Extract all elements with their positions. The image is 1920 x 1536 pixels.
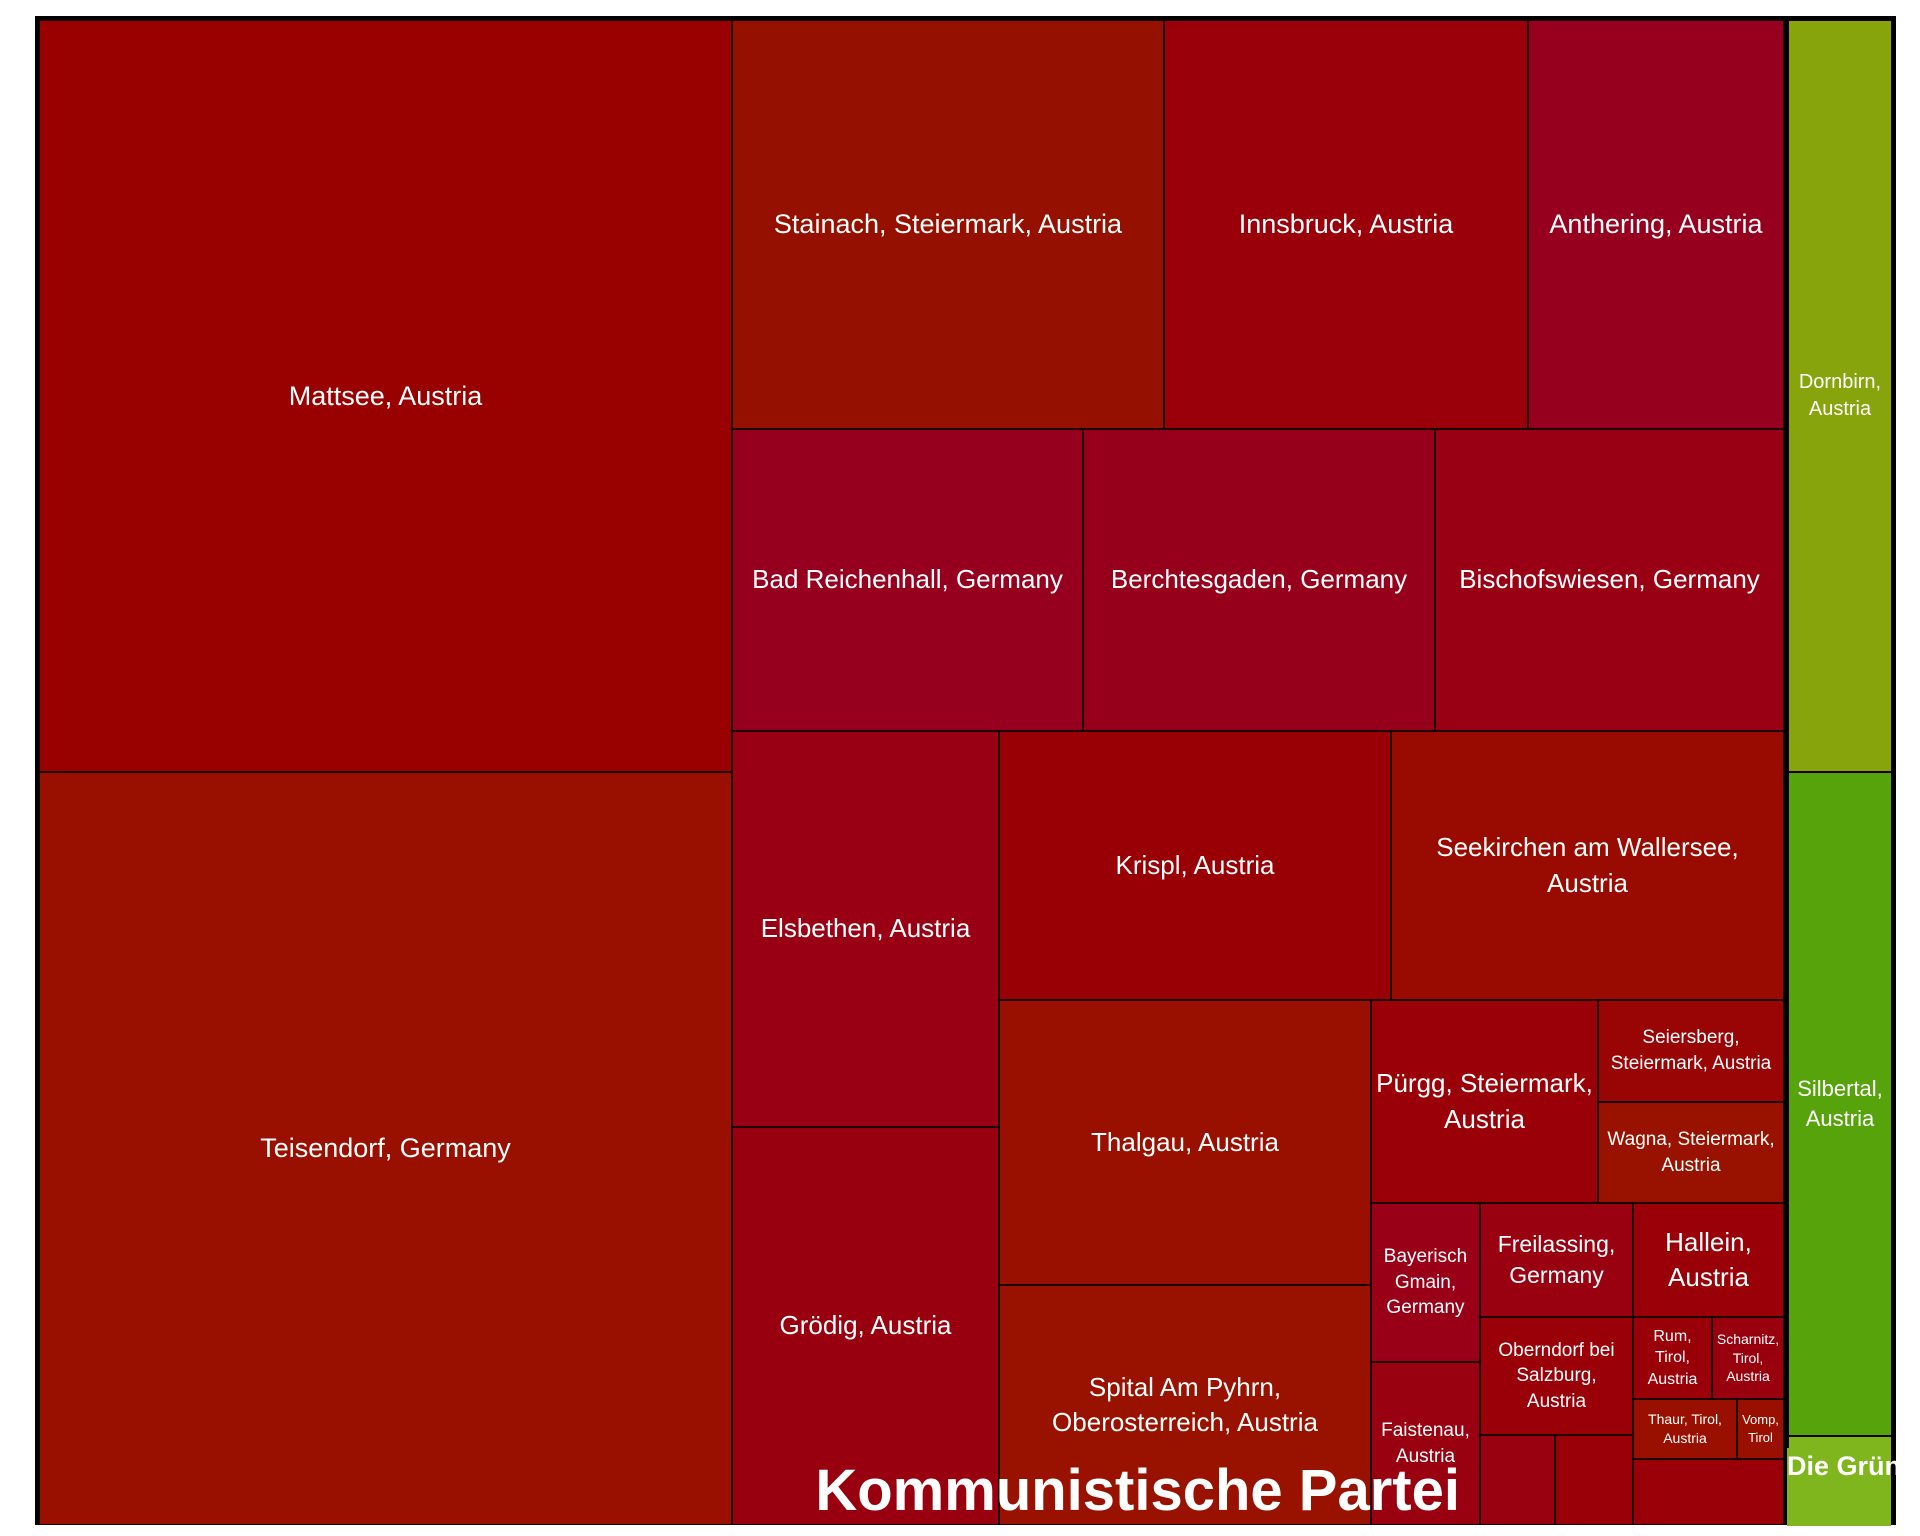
- tile-label: Grödig, Austria: [779, 1310, 952, 1341]
- tile-label: Spital Am Pyhrn, Oberosterreich, Austria: [1052, 1371, 1318, 1437]
- tile-label: Krispl, Austria: [1115, 849, 1275, 880]
- treemap-tile-kp: Berchtesgaden, Germany: [1083, 429, 1435, 731]
- tile-label: Innsbruck, Austria: [1238, 209, 1454, 240]
- tile-label: Hallein, Austria: [1665, 1226, 1752, 1292]
- treemap-tile-kp: Oberndorf bei Salzburg, Austria: [1480, 1317, 1633, 1435]
- treemap-tile-kp: Grödig, Austria: [732, 1127, 999, 1525]
- tile-label: Thalgau, Austria: [1091, 1126, 1279, 1157]
- treemap-tile-kp: Faistenau, Austria: [1371, 1362, 1480, 1525]
- treemap-tile-kp: Wagna, Steiermark, Austria: [1598, 1102, 1784, 1203]
- treemap-tile-kp: Spital Am Pyhrn, Oberosterreich, Austria: [999, 1285, 1371, 1525]
- treemap-tile-kp: Stainach, Steiermark, Austria: [732, 20, 1164, 429]
- treemap-tile-kp: Thaur, Tirol, Austria: [1633, 1399, 1737, 1459]
- tile-label: Freilassing, Germany: [1497, 1230, 1616, 1288]
- tile-label: Stainach, Steiermark, Austria: [773, 209, 1123, 240]
- tile-label: Mattsee, Austria: [288, 380, 483, 411]
- treemap-frame: Mattsee, Austria Teisendorf, Germany Stain…: [35, 16, 1896, 1525]
- tile-label: Bischofswiesen, Germany: [1459, 564, 1760, 595]
- tile-label: Seekirchen am Wallersee, Austria: [1436, 832, 1739, 898]
- treemap-tile-kp: Bischofswiesen, Germany: [1435, 429, 1784, 731]
- tile-label: Bayerisch Gmain, Germany: [1383, 1246, 1468, 1319]
- treemap-tile-kp: Freilassing, Germany: [1480, 1203, 1633, 1317]
- treemap-tile-kp: Thalgau, Austria: [999, 1000, 1371, 1285]
- treemap-tile-kp: Pürgg, Steiermark, Austria: [1371, 1000, 1598, 1203]
- treemap-tile-kp: Mattsee, Austria: [39, 20, 732, 772]
- group-label-kommunistische-partei: Kommunistische Partei: [815, 1458, 1460, 1523]
- treemap-tile-kp: Hallein, Austria: [1633, 1203, 1784, 1317]
- treemap-tile-kp: Innsbruck, Austria: [1164, 20, 1528, 429]
- treemap-tile-kp: Elsbethen, Austria: [732, 731, 999, 1127]
- tile-label: Dornbirn, Austria: [1798, 371, 1882, 420]
- treemap-tile-gruene: Dornbirn, Austria: [1788, 20, 1892, 772]
- tile-label: Thaur, Tirol, Austria: [1648, 1411, 1722, 1446]
- tile-label: Elsbethen, Austria: [760, 913, 971, 944]
- tile-label: Rum, Tirol, Austria: [1647, 1327, 1698, 1388]
- treemap-tile-gruene: Silbertal, Austria: [1788, 772, 1892, 1436]
- tile-label: Bad Reichenhall, Germany: [752, 564, 1063, 595]
- tile-label: Wagna, Steiermark, Austria: [1607, 1128, 1775, 1176]
- treemap-tile-kp: Vomp, Tirol: [1737, 1399, 1784, 1459]
- tile-label: Anthering, Austria: [1549, 209, 1763, 240]
- tile-label: Scharnitz, Tirol, Austria: [1716, 1330, 1780, 1385]
- treemap-tile-kp: Bad Reichenhall, Germany: [732, 429, 1083, 731]
- treemap-tile-kp: Teisendorf, Germany: [39, 772, 732, 1525]
- tile-label: Berchtesgaden, Germany: [1110, 564, 1408, 595]
- tile-label: Pürgg, Steiermark, Austria: [1376, 1068, 1593, 1134]
- treemap-tile-kp: Scharnitz, Tirol, Austria: [1712, 1317, 1784, 1399]
- treemap-tile-kp: Rum, Tirol, Austria: [1633, 1317, 1712, 1399]
- tile-label: Silbertal, Austria: [1797, 1076, 1883, 1131]
- treemap-tile-kp: Anthering, Austria: [1528, 20, 1784, 429]
- treemap-tile-kp: [1480, 1435, 1555, 1525]
- treemap-tile-kp: Krispl, Austria: [999, 731, 1391, 1000]
- tile-label: Oberndorf bei Salzburg, Austria: [1498, 1339, 1615, 1412]
- treemap-tile-kp: Seekirchen am Wallersee, Austria: [1391, 731, 1784, 1000]
- tile-label: Faistenau, Austria: [1381, 1419, 1470, 1467]
- treemap-tile-kp: Bayerisch Gmain, Germany: [1371, 1203, 1480, 1362]
- tile-label: Vomp, Tirol: [1742, 1412, 1779, 1445]
- treemap-tile-kp: [1555, 1435, 1633, 1525]
- group-label-die-gruenen: Die Grünen: [1787, 1448, 1920, 1526]
- treemap-tile-kp: [1633, 1459, 1784, 1525]
- treemap-tile-kp: Seiersberg, Steiermark, Austria: [1598, 1000, 1784, 1102]
- tile-label: Seiersberg, Steiermark, Austria: [1610, 1027, 1772, 1074]
- tile-label: Teisendorf, Germany: [260, 1133, 511, 1164]
